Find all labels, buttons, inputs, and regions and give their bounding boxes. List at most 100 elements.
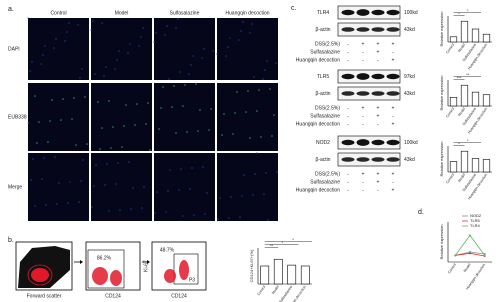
stain-dot bbox=[201, 57, 203, 59]
blot-band bbox=[341, 27, 355, 32]
panel-label: c. bbox=[291, 5, 297, 12]
blot-band bbox=[386, 139, 400, 146]
treatment-sign: + bbox=[392, 121, 395, 127]
blot-band bbox=[371, 91, 385, 96]
treatment-sign: - bbox=[347, 113, 349, 119]
blot-band bbox=[356, 9, 370, 16]
treatment-label: DSS(2.5%) bbox=[315, 105, 340, 111]
bar bbox=[260, 265, 270, 285]
treatment-sign: - bbox=[362, 113, 364, 119]
stain-dot bbox=[34, 95, 36, 97]
stain-dot bbox=[77, 24, 79, 26]
stain-dot bbox=[239, 216, 241, 218]
stain-dot bbox=[41, 178, 43, 180]
treatment-label: Huangqin decoction bbox=[296, 121, 340, 127]
treatment-sign: + bbox=[362, 41, 365, 47]
micrograph bbox=[154, 153, 215, 221]
category-label: Model bbox=[457, 173, 466, 183]
row-label: DAPI bbox=[8, 46, 20, 52]
stain-dot bbox=[29, 70, 31, 72]
stain-dot bbox=[273, 114, 275, 116]
size-label: 100kd bbox=[404, 10, 418, 16]
stain-dot bbox=[242, 21, 244, 23]
stain-dot bbox=[71, 118, 73, 120]
stain-dot bbox=[105, 66, 107, 68]
stain-dot bbox=[173, 85, 175, 87]
blot-band bbox=[356, 139, 370, 146]
micrograph bbox=[154, 18, 215, 80]
stain-dot bbox=[130, 208, 132, 210]
y-axis-label: Relative expression bbox=[439, 76, 444, 111]
stain-dot bbox=[156, 191, 158, 193]
protein-label: β-actin bbox=[315, 157, 330, 163]
y-axis-label: Relative expression bbox=[439, 12, 444, 47]
stain-dot bbox=[128, 161, 130, 163]
treatment-label: Huangqin decoction bbox=[296, 57, 340, 63]
stain-dot bbox=[178, 189, 180, 191]
bar bbox=[300, 265, 310, 285]
axis-label: CD124 bbox=[171, 293, 187, 299]
size-label: 97kd bbox=[404, 74, 415, 80]
blot-band bbox=[356, 157, 370, 162]
stain-dot bbox=[164, 34, 166, 36]
stain-dot bbox=[202, 166, 204, 168]
stain-dot bbox=[155, 32, 157, 34]
blot-band bbox=[371, 157, 385, 162]
stain-dot bbox=[271, 135, 273, 137]
bar bbox=[273, 258, 283, 285]
stain-dot bbox=[166, 25, 168, 27]
stain-dot bbox=[81, 68, 83, 70]
stain-dot bbox=[158, 128, 160, 130]
treatment-label: Sulfasalazine bbox=[310, 49, 340, 55]
stain-dot bbox=[203, 48, 205, 50]
stain-dot bbox=[138, 45, 140, 47]
protein-label: β-actin bbox=[315, 91, 330, 97]
stain-dot bbox=[169, 169, 171, 171]
stain-dot bbox=[199, 109, 201, 111]
blot-band bbox=[386, 91, 400, 96]
stain-dot bbox=[195, 83, 197, 85]
stain-dot bbox=[197, 130, 199, 132]
stain-dot bbox=[193, 214, 195, 216]
stain-dot bbox=[221, 134, 223, 136]
stain-dot bbox=[27, 122, 29, 124]
stain-dot bbox=[36, 142, 38, 144]
treatment-sign: - bbox=[347, 41, 349, 47]
significance: * bbox=[458, 11, 460, 16]
stain-dot bbox=[258, 89, 260, 91]
bar bbox=[482, 33, 491, 43]
stain-dot bbox=[188, 73, 190, 75]
significance: * bbox=[458, 141, 460, 146]
stain-dot bbox=[263, 193, 265, 195]
stain-dot bbox=[142, 27, 144, 29]
blot-band bbox=[386, 73, 400, 80]
bar bbox=[449, 161, 458, 173]
stain-dot bbox=[208, 129, 210, 131]
stain-dot bbox=[34, 205, 36, 207]
stain-dot bbox=[38, 121, 40, 123]
stain-dot bbox=[236, 91, 238, 93]
stain-dot bbox=[177, 18, 179, 20]
stain-dot bbox=[116, 59, 118, 61]
stain-dot bbox=[234, 112, 236, 114]
stain-dot bbox=[43, 157, 45, 159]
category-label: Control bbox=[445, 107, 455, 119]
stain-dot bbox=[115, 183, 117, 185]
stain-dot bbox=[147, 102, 149, 104]
y-axis-label: Relative expression bbox=[439, 225, 444, 260]
treatment-sign: - bbox=[347, 121, 349, 127]
treatment-sign: + bbox=[392, 41, 395, 47]
stain-dot bbox=[204, 213, 206, 215]
stain-dot bbox=[31, 61, 33, 63]
stain-dot bbox=[266, 60, 268, 62]
legend-label: TLR4 bbox=[470, 223, 481, 228]
stain-dot bbox=[175, 132, 177, 134]
bar bbox=[449, 36, 458, 43]
micrograph bbox=[91, 83, 152, 151]
stain-dot bbox=[123, 125, 125, 127]
stain-dot bbox=[249, 137, 251, 139]
stain-dot bbox=[93, 185, 95, 187]
panel-label: b. bbox=[8, 237, 14, 244]
treatment-sign: - bbox=[377, 121, 379, 127]
